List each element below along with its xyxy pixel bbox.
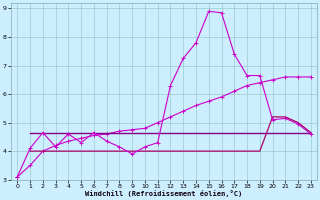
X-axis label: Windchill (Refroidissement éolien,°C): Windchill (Refroidissement éolien,°C) [85,190,243,197]
